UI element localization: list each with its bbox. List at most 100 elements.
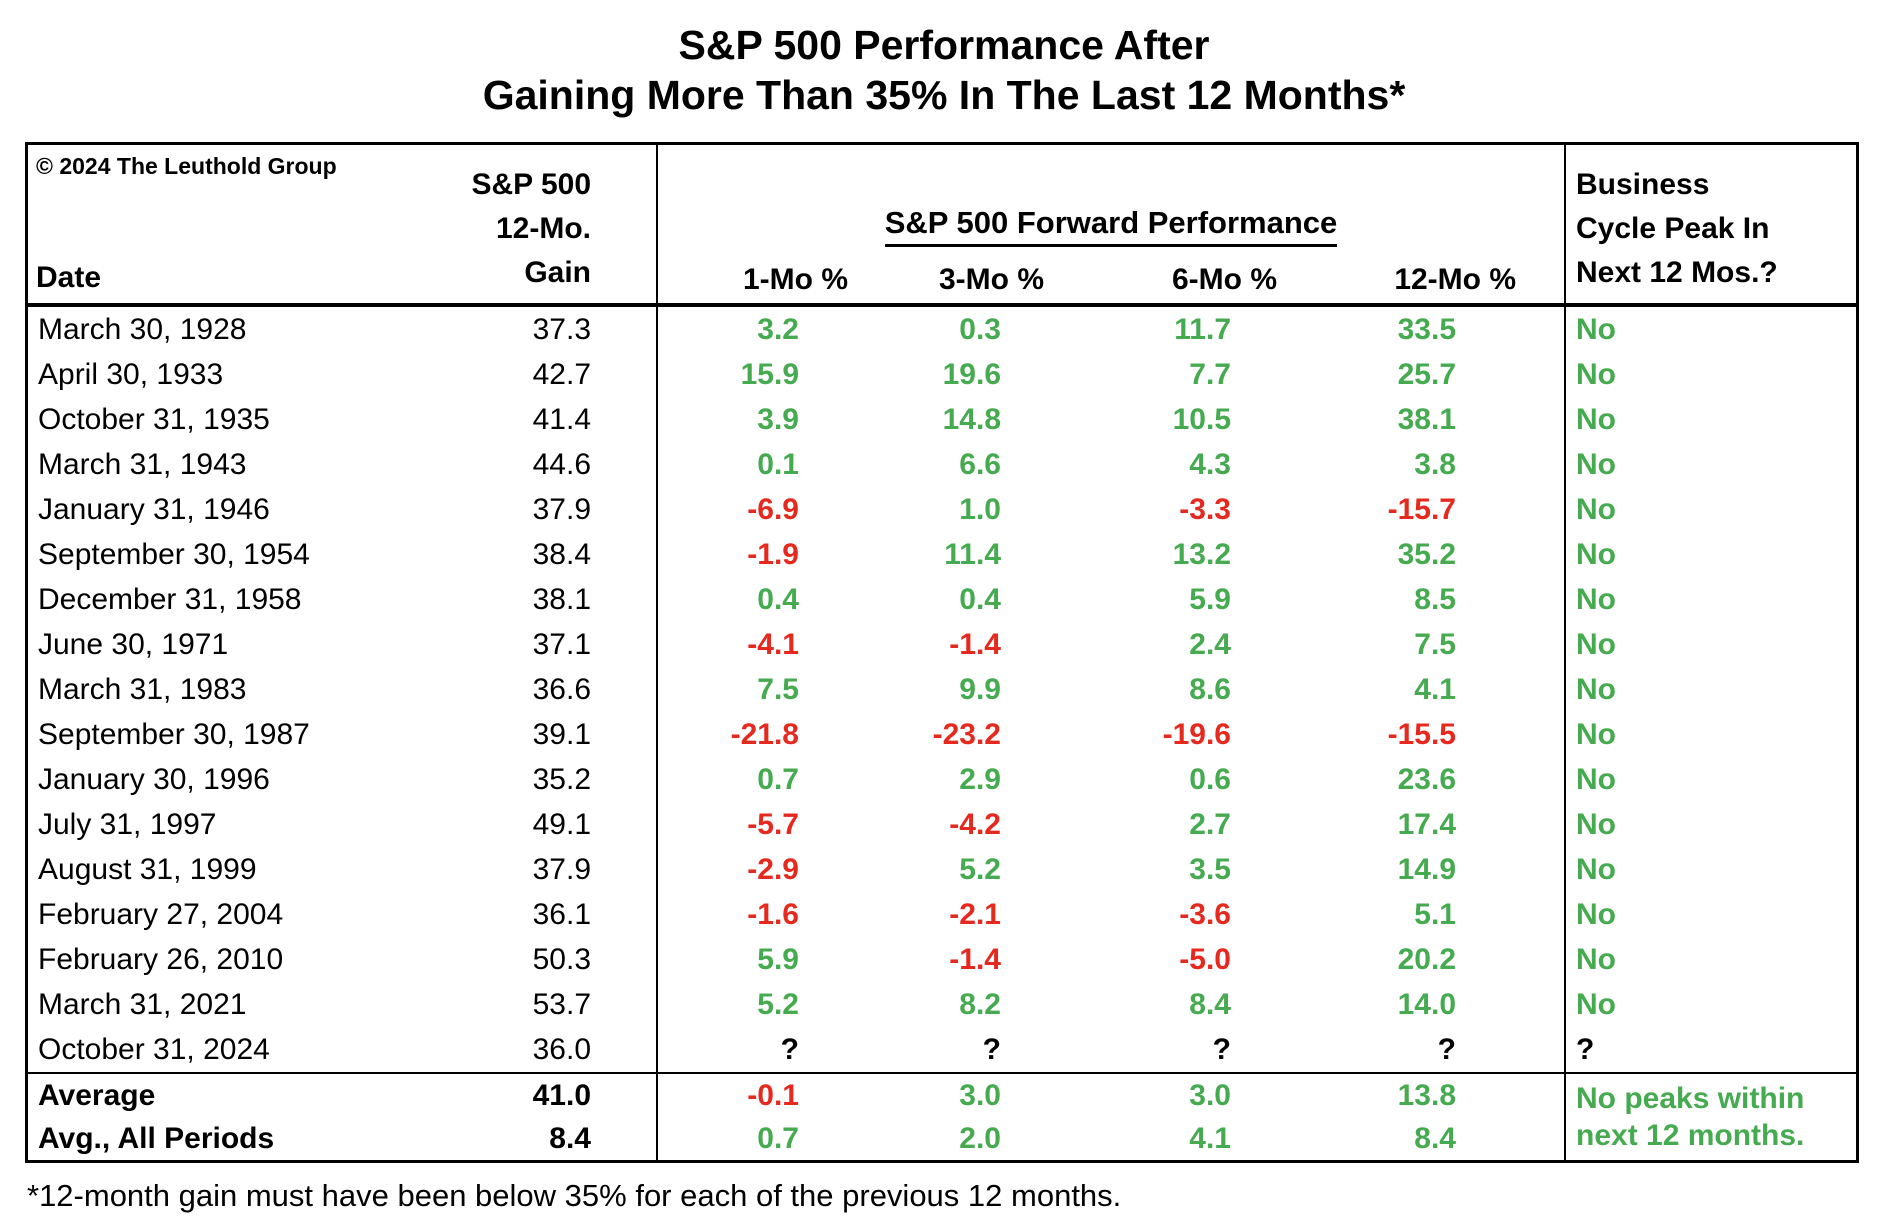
cell-business-cycle-peak: No (1576, 673, 1616, 706)
cell-12mo: 8.5 (1339, 577, 1566, 622)
table-row: January 30, 1996 35.2 0.7 2.9 0.6 23.6 No (28, 757, 1856, 802)
cell-date: August 31, 1999 (38, 853, 257, 886)
cell-6mo: -5.0 (1179, 943, 1231, 976)
cell-12mo: 33.5 (1339, 307, 1566, 352)
cell-business-cycle-peak: No (1576, 988, 1616, 1021)
cell-12mo: 20.2 (1339, 937, 1566, 982)
cell-6mo: 3.5 (1189, 853, 1231, 886)
cell-gain: 37.9 (403, 487, 658, 532)
cell-date: March 30, 1928 (38, 313, 247, 346)
cell-gain: 37.3 (403, 307, 658, 352)
cell-gain: 36.1 (403, 892, 658, 937)
cell-12mo: 3.8 (1339, 442, 1566, 487)
cell-6mo: 11.7 (1174, 313, 1231, 346)
cell-3mo: -1.4 (949, 943, 1001, 976)
summary-gain: 41.0 (403, 1074, 658, 1117)
table-row: February 27, 2004 36.1 -1.6 -2.1 -3.6 5.1 No (28, 892, 1856, 937)
cell-3mo: 14.8 (942, 403, 1001, 436)
header-left-section: © 2024 The Leuthold Group Date S&P 500 1… (28, 145, 658, 303)
forward-subheaders: 1-Mo % 3-Mo % 6-Mo % 12-Mo % (658, 263, 1564, 297)
cell-1mo: 3.9 (757, 403, 799, 436)
summary-3mo: 2.0 (959, 1122, 1001, 1155)
column-header-3mo: 3-Mo % (939, 263, 1044, 296)
header-forward-section: S&P 500 Forward Performance 1-Mo % 3-Mo … (658, 145, 1566, 303)
cell-1mo: 0.7 (757, 763, 799, 796)
cell-1mo: 15.9 (740, 358, 799, 391)
cell-date: January 31, 1946 (38, 493, 270, 526)
table-body: March 30, 1928 37.3 3.2 0.3 11.7 33.5 No April … (28, 307, 1856, 1072)
cell-business-cycle-peak: No (1576, 358, 1616, 391)
cell-business-cycle-peak: No (1576, 853, 1616, 886)
table-row: August 31, 1999 37.9 -2.9 5.2 3.5 14.9 No (28, 847, 1856, 892)
cell-12mo: 35.2 (1339, 532, 1566, 577)
cell-1mo: 3.2 (757, 313, 799, 346)
cell-date: June 30, 1971 (38, 628, 229, 661)
column-header-business-cycle: Business Cycle Peak In Next 12 Mos.? (1566, 145, 1856, 303)
cell-3mo: -2.1 (949, 898, 1001, 931)
cell-6mo: 4.3 (1189, 448, 1231, 481)
cell-1mo: -1.9 (747, 538, 799, 571)
cell-12mo: 14.9 (1339, 847, 1566, 892)
cell-business-cycle-peak: No (1576, 808, 1616, 841)
table-row: June 30, 1971 37.1 -4.1 -1.4 2.4 7.5 No (28, 622, 1856, 667)
cell-gain: 37.1 (403, 622, 658, 667)
cell-1mo: 5.2 (757, 988, 799, 1021)
cell-6mo: -3.3 (1179, 493, 1231, 526)
summary-12mo: 13.8 (1339, 1074, 1566, 1117)
cell-business-cycle-peak: No (1576, 628, 1616, 661)
cell-1mo: 0.1 (757, 448, 799, 481)
cell-gain: 49.1 (403, 802, 658, 847)
table-row: March 31, 2021 53.7 5.2 8.2 8.4 14.0 No (28, 982, 1856, 1027)
cell-gain: 36.0 (403, 1027, 658, 1072)
cell-6mo: 8.6 (1189, 673, 1231, 706)
cell-12mo: 17.4 (1339, 802, 1566, 847)
cell-1mo: -2.9 (747, 853, 799, 886)
cell-6mo: 2.7 (1189, 808, 1231, 841)
cell-gain: 37.9 (403, 847, 658, 892)
cell-6mo: -19.6 (1162, 718, 1231, 751)
cell-12mo: -15.5 (1339, 712, 1566, 757)
page-title: S&P 500 Performance After Gaining More T… (0, 20, 1888, 120)
summary-gain: 8.4 (403, 1117, 658, 1160)
cell-12mo: 5.1 (1339, 892, 1566, 937)
table-row: February 26, 2010 50.3 5.9 -1.4 -5.0 20.2 No (28, 937, 1856, 982)
cell-gain: 44.6 (403, 442, 658, 487)
table-row: March 31, 1943 44.6 0.1 6.6 4.3 3.8 No (28, 442, 1856, 487)
copyright-text: © 2024 The Leuthold Group (36, 153, 337, 179)
cell-business-cycle-peak: No (1576, 763, 1616, 796)
gain-header-line3: Gain (524, 256, 591, 289)
cell-3mo: -23.2 (932, 718, 1001, 751)
table-row: September 30, 1987 39.1 -21.8 -23.2 -19.6 -15… (28, 712, 1856, 757)
cell-date: March 31, 1983 (38, 673, 247, 706)
summary-1mo: -0.1 (747, 1079, 799, 1112)
table-row: December 31, 1958 38.1 0.4 0.4 5.9 8.5 No (28, 577, 1856, 622)
cell-6mo: ? (1212, 1033, 1231, 1066)
cell-date: March 31, 2021 (38, 988, 247, 1021)
cell-1mo: ? (780, 1033, 799, 1066)
column-header-6mo: 6-Mo % (1172, 263, 1277, 296)
performance-table: © 2024 The Leuthold Group Date S&P 500 1… (25, 142, 1859, 1163)
cell-12mo: 38.1 (1339, 397, 1566, 442)
cell-3mo: 6.6 (959, 448, 1001, 481)
cell-6mo: -3.6 (1179, 898, 1231, 931)
cell-gain: 53.7 (403, 982, 658, 1027)
cell-6mo: 13.2 (1172, 538, 1231, 571)
cell-6mo: 10.5 (1172, 403, 1231, 436)
cell-date: January 30, 1996 (38, 763, 270, 796)
table-row: September 30, 1954 38.4 -1.9 11.4 13.2 35.2 No (28, 532, 1856, 577)
cell-business-cycle-peak: No (1576, 718, 1616, 751)
cell-12mo: 4.1 (1339, 667, 1566, 712)
gain-header-line2: 12-Mo. (495, 212, 591, 245)
cell-3mo: -1.4 (949, 628, 1001, 661)
cell-business-cycle-peak: No (1576, 538, 1616, 571)
cell-1mo: 7.5 (757, 673, 799, 706)
cell-business-cycle-peak: No (1576, 313, 1616, 346)
cell-date: October 31, 1935 (38, 403, 270, 436)
cell-date: February 26, 2010 (38, 943, 284, 976)
cell-gain: 41.4 (403, 397, 658, 442)
table-row: January 31, 1946 37.9 -6.9 1.0 -3.3 -15.7 No (28, 487, 1856, 532)
column-header-1mo: 1-Mo % (743, 263, 848, 296)
cell-1mo: -4.1 (747, 628, 799, 661)
cell-3mo: 1.0 (959, 493, 1001, 526)
cell-3mo: -4.2 (949, 808, 1001, 841)
